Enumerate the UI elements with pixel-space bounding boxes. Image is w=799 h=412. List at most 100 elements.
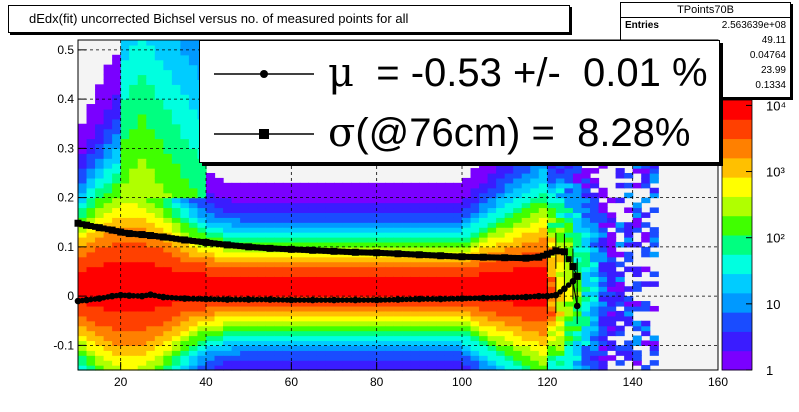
heatmap-cell (180, 187, 190, 194)
data-point-sigma (510, 254, 517, 261)
heatmap-cell (462, 320, 472, 327)
heatmap-cell (470, 207, 480, 213)
data-point-mu (194, 296, 201, 302)
data-point-sigma (420, 251, 427, 258)
heatmap-cell (112, 271, 122, 278)
heatmap-cell (299, 232, 309, 238)
heatmap-cell (581, 315, 591, 322)
heatmap-cell (112, 310, 122, 317)
heatmap-cell (598, 281, 608, 287)
data-point-sigma (151, 233, 158, 240)
heatmap-cell (154, 192, 164, 199)
heatmap-cell (78, 153, 88, 159)
heatmap-cell (240, 350, 250, 356)
heatmap-cell (171, 69, 181, 76)
heatmap-cell (598, 291, 608, 297)
heatmap-cell (496, 246, 506, 253)
heatmap-cell (282, 301, 292, 307)
heatmap-cell (334, 227, 344, 233)
stats-value: 23.99 (760, 65, 786, 76)
heatmap-cell (521, 281, 531, 287)
heatmap-cell (487, 276, 497, 282)
heatmap-cell (120, 305, 130, 312)
data-point-sigma (351, 248, 359, 256)
heatmap-cell (137, 49, 147, 56)
heatmap-cell (555, 345, 565, 351)
heatmap-cell (376, 207, 386, 213)
heatmap-cell (171, 118, 181, 125)
heatmap-cell (479, 271, 489, 278)
heatmap-cell (496, 310, 506, 317)
heatmap-cell (86, 241, 96, 248)
heatmap-cell (146, 148, 156, 154)
heatmap-cell (86, 138, 96, 145)
heatmap-cell (453, 212, 463, 218)
heatmap-cell (240, 192, 250, 199)
heatmap-cell (564, 291, 574, 297)
heatmap-cell (419, 330, 429, 337)
heatmap-cell (334, 217, 344, 223)
heatmap-cell (231, 360, 241, 366)
heatmap-cell (564, 315, 574, 322)
heatmap-cell (334, 365, 344, 371)
heatmap-cell (479, 325, 489, 332)
heatmap-cell (112, 192, 122, 199)
colorbar-segment (722, 312, 752, 332)
heatmap-cell (95, 177, 105, 184)
heatmap-cell (334, 335, 344, 342)
heatmap-cell (632, 340, 642, 346)
heatmap-cell (146, 202, 156, 209)
heatmap-cell (265, 256, 275, 263)
heatmap-cell (555, 182, 565, 189)
heatmap-cell (496, 182, 506, 189)
data-point-sigma (198, 238, 205, 245)
heatmap-cell (95, 148, 105, 154)
heatmap-cell (154, 49, 164, 56)
heatmap-cell (197, 335, 207, 342)
heatmap-cell (436, 207, 446, 213)
heatmap-cell (572, 227, 583, 233)
heatmap-cell (496, 197, 506, 204)
heatmap-cell (572, 182, 583, 189)
heatmap-cell (171, 158, 181, 164)
heatmap-cell (581, 281, 591, 287)
heatmap-cell (376, 266, 386, 273)
heatmap-cell (496, 305, 506, 312)
heatmap-cell (223, 251, 233, 258)
heatmap-cell (206, 227, 216, 233)
heatmap-cell (231, 232, 241, 238)
heatmap-cell (223, 345, 233, 351)
data-point-mu (548, 292, 555, 299)
heatmap-cell (402, 227, 412, 233)
heatmap-cell (86, 177, 96, 184)
data-point-mu (365, 297, 371, 303)
heatmap-cell (214, 197, 224, 204)
heatmap-cell (376, 291, 386, 297)
heatmap-cell (607, 232, 617, 238)
data-point-sigma (147, 232, 155, 240)
heatmap-cell (334, 286, 344, 292)
heatmap-cell (564, 187, 574, 194)
heatmap-cell (368, 291, 378, 297)
heatmap-cell (444, 286, 455, 292)
heatmap-cell (86, 108, 96, 115)
heatmap-cell (521, 261, 531, 268)
data-point-sigma (446, 253, 453, 260)
heatmap-cell (240, 271, 250, 278)
heatmap-cell (163, 241, 173, 248)
heatmap-cell (129, 49, 139, 56)
heatmap-cell (214, 291, 224, 297)
heatmap-cell (248, 227, 258, 233)
heatmap-cell (163, 325, 173, 332)
heatmap-cell (86, 113, 96, 120)
heatmap-cell (359, 207, 369, 213)
heatmap-cell (171, 212, 181, 218)
heatmap-cell (316, 241, 327, 248)
heatmap-cell (163, 281, 173, 287)
heatmap-cell (504, 315, 514, 322)
heatmap-cell (188, 222, 199, 228)
heatmap-cell (103, 84, 113, 90)
heatmap-cell (154, 69, 164, 76)
heatmap-cell (359, 315, 369, 322)
heatmap-cell (171, 266, 181, 273)
